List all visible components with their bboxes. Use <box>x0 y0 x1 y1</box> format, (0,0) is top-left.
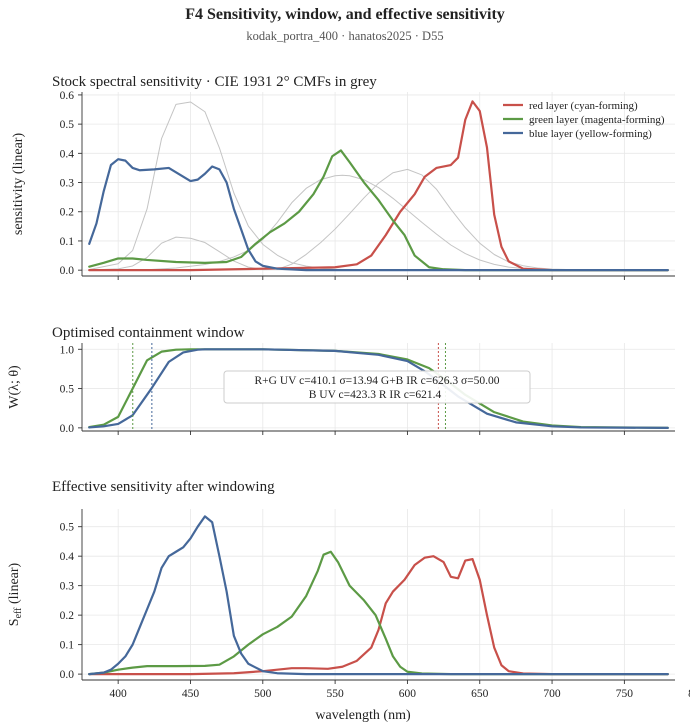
y-tick-label: 0.5 <box>60 522 75 534</box>
x-tick-label: 450 <box>182 688 200 700</box>
x-tick-label: 650 <box>471 688 489 700</box>
cmf-curve <box>88 174 669 271</box>
x-tick-label: 400 <box>110 688 128 700</box>
y-axis-label: W(λ; θ) <box>7 365 22 409</box>
cmf-curve <box>88 168 669 271</box>
y-axis-label: Seff (linear) <box>7 562 24 626</box>
panel-stock-sensitivity: Stock spectral sensitivity · CIE 1931 2°… <box>11 74 675 280</box>
x-tick-label: 500 <box>254 688 272 700</box>
y-tick-label: 0.6 <box>60 90 75 102</box>
series-line-blue <box>88 515 669 676</box>
y-tick-label: 0.0 <box>60 669 75 681</box>
annotation-line-2: B UV c=423.3 R IR c=621.4 <box>309 389 442 401</box>
y-tick-label: 0.5 <box>60 119 75 131</box>
panel-title: Optimised containment window <box>52 325 245 341</box>
figure-subtitle: kodak_portra_400 · hanatos2025 · D55 <box>246 29 443 43</box>
figure-title: F4 Sensitivity, window, and effective se… <box>185 6 505 23</box>
y-tick-label: 0.3 <box>60 178 75 190</box>
x-tick-label: 750 <box>616 688 634 700</box>
legend-entry: red layer (cyan-forming) <box>529 100 638 112</box>
series-line-green <box>88 550 669 676</box>
x-tick-label: 550 <box>326 688 344 700</box>
y-tick-label: 0.2 <box>60 207 75 219</box>
y-tick-label: 0.1 <box>60 236 75 248</box>
panel-effective-sensitivity: Effective sensitivity after windowing 0.0… <box>7 479 690 700</box>
panel-title: Stock spectral sensitivity · CIE 1931 2°… <box>52 74 377 90</box>
y-tick-label: 0.0 <box>60 423 75 435</box>
series-line-red <box>88 100 669 272</box>
y-tick-label: 0.4 <box>60 148 75 160</box>
series-line-red <box>88 555 669 676</box>
x-tick-label: 800 <box>688 688 690 700</box>
series-line-green <box>88 149 669 272</box>
legend-entry: blue layer (yellow-forming) <box>529 128 652 140</box>
annotation-line-1: R+G UV c=410.1 σ=13.94 G+B IR c=626.3 σ=… <box>255 375 500 387</box>
x-tick-label: 600 <box>399 688 417 700</box>
y-tick-label: 0.2 <box>60 610 75 622</box>
y-axis-label: sensitivity (linear) <box>11 133 26 236</box>
series-line-blue <box>88 158 669 272</box>
panel-title: Effective sensitivity after windowing <box>52 479 275 495</box>
legend-entry: green layer (magenta-forming) <box>529 114 665 126</box>
grid <box>82 92 675 276</box>
x-tick-label: 700 <box>543 688 561 700</box>
y-tick-label: 0.0 <box>60 265 75 277</box>
y-tick-label: 0.5 <box>60 384 75 396</box>
series-line-blue <box>88 348 669 429</box>
y-tick-label: 0.1 <box>60 640 75 652</box>
annotation-box <box>223 370 531 404</box>
grid <box>82 509 675 680</box>
x-axis-label: wavelength (nm) <box>315 708 411 723</box>
panel-containment-window: Optimised containment window 0.0 0.5 1.0 W(λ… <box>7 325 675 435</box>
y-tick-label: 0.4 <box>60 551 75 563</box>
y-tick-label: 1.0 <box>60 344 75 356</box>
y-tick-label: 0.3 <box>60 581 75 593</box>
